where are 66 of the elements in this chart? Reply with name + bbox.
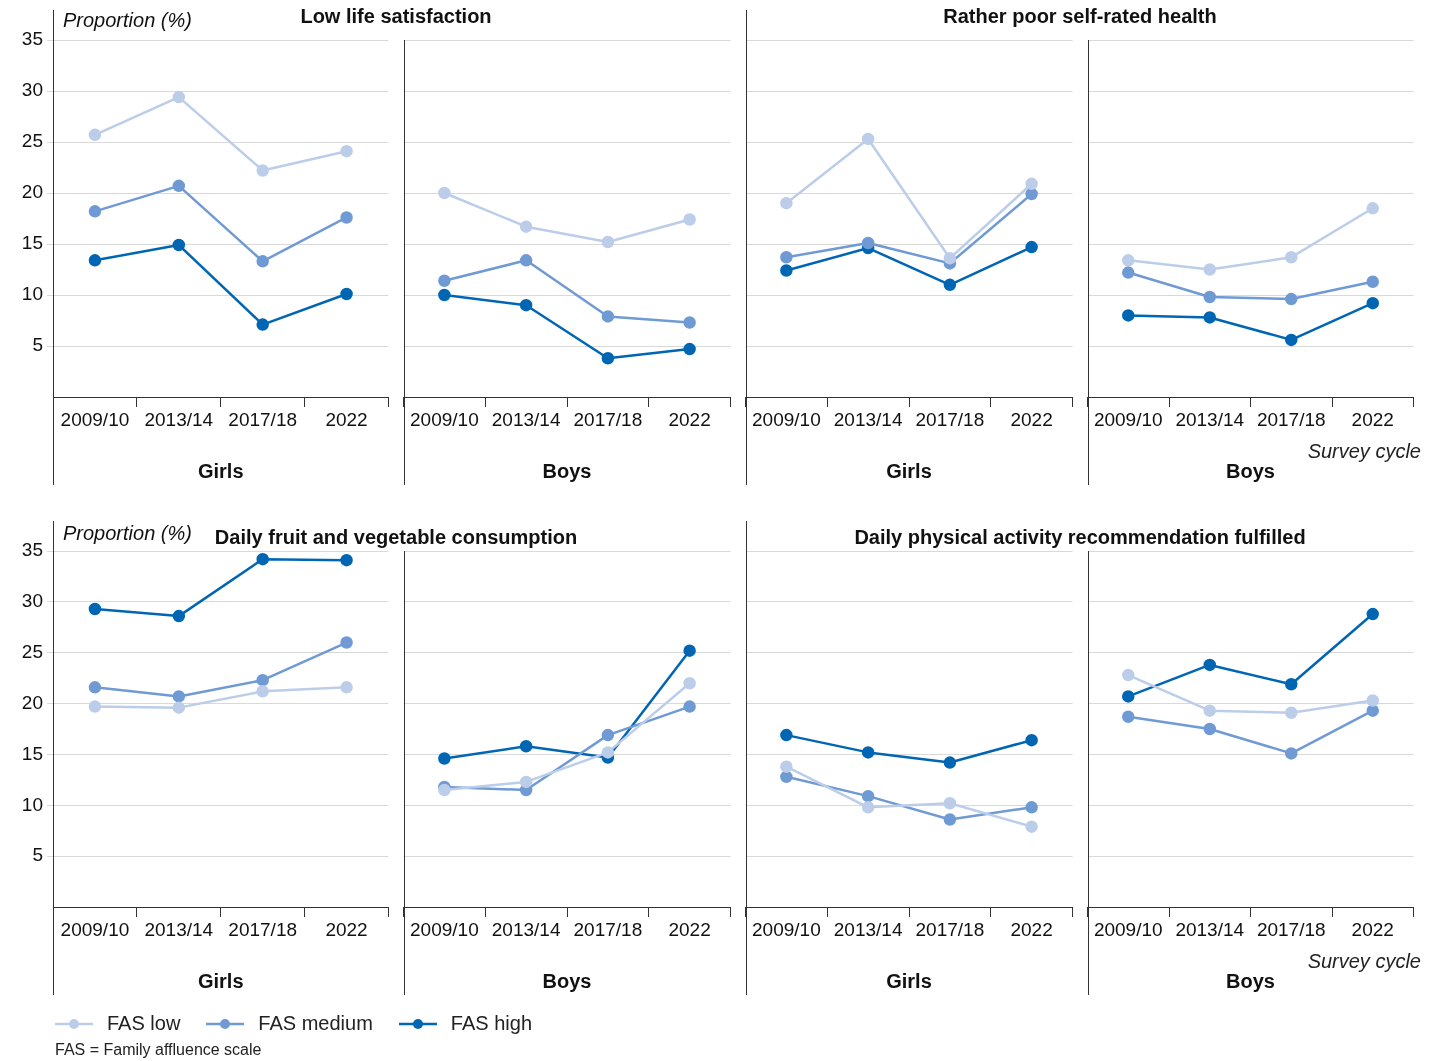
legend-label: FAS medium — [258, 1012, 373, 1035]
chart-title: Rather poor self-rated health — [943, 5, 1217, 28]
x-tick-label: 2009/10 — [60, 918, 130, 940]
x-tick-label: 2017/18 — [573, 918, 643, 940]
legend-label: FAS low — [107, 1012, 181, 1035]
x-axis-title: Girls — [886, 459, 932, 482]
y-tick-label: 5 — [32, 844, 43, 866]
x-tick-label: 2013/14 — [491, 408, 561, 430]
x-tick-label: 2017/18 — [573, 408, 643, 430]
y-tick-label: 5 — [32, 334, 43, 356]
y-tick-label: 20 — [21, 691, 43, 713]
x-tick-label: 2017/18 — [1256, 918, 1326, 940]
x-axis-title: Boys — [1226, 459, 1275, 482]
y-tick-label: 20 — [21, 181, 43, 203]
x-tick-label: 2009/10 — [410, 408, 479, 430]
y-tick-label: 30 — [21, 590, 43, 612]
y-tick-label: 35 — [21, 28, 43, 50]
x-tick-label: 2022 — [668, 918, 711, 940]
x-tick-label: 2022 — [1010, 408, 1053, 430]
x-tick-label: 2009/10 — [60, 408, 130, 430]
x-axis-title: Boys — [1226, 969, 1275, 992]
y-tick-label: 15 — [21, 742, 43, 764]
x-tick-label: 2013/14 — [833, 408, 903, 430]
chart-title: Daily physical activity recommendation fulfilled — [854, 526, 1306, 549]
x-tick-label: 2013/14 — [144, 918, 214, 940]
text: Survey cycle — [1307, 950, 1421, 973]
y-axis-title: Proportion (%) — [63, 9, 192, 32]
x-tick-label: 2013/14 — [833, 918, 903, 940]
x-tick-label: 2017/18 — [1256, 408, 1326, 430]
x-tick-label: 2013/14 — [491, 918, 561, 940]
x-axis-title: Boys — [542, 459, 592, 482]
x-tick-label: 2017/18 — [915, 918, 985, 940]
text: Survey cycle — [1307, 440, 1421, 463]
x-tick-label: 2022 — [1010, 918, 1053, 940]
x-tick-label: 2022 — [325, 918, 368, 940]
x-tick-label: 2017/18 — [228, 408, 298, 430]
legend-label: FAS high — [450, 1012, 533, 1035]
x-tick-label: 2013/14 — [1175, 918, 1245, 940]
x-tick-label: 2022 — [325, 408, 368, 430]
y-tick-label: 35 — [21, 539, 43, 561]
x-tick-label: 2017/18 — [228, 918, 298, 940]
x-tick-label: 2009/10 — [1093, 918, 1163, 940]
x-tick-label: 2009/10 — [752, 918, 821, 940]
x-axis-title: Girls — [886, 969, 932, 992]
chart-title: Low life satisfaction — [300, 5, 492, 28]
text: FAS = Family affluence scale — [55, 1041, 262, 1059]
y-tick-label: 15 — [21, 232, 43, 254]
x-tick-label: 2022 — [668, 408, 711, 430]
y-tick-label: 25 — [21, 640, 43, 662]
y-tick-label: 30 — [21, 79, 43, 101]
x-tick-label: 2009/10 — [1093, 408, 1163, 430]
x-tick-label: 2017/18 — [915, 408, 985, 430]
y-tick-label: 10 — [21, 283, 43, 305]
x-tick-label: 2009/10 — [410, 918, 479, 940]
x-axis-title: Boys — [542, 969, 592, 992]
x-tick-label: 2009/10 — [752, 408, 821, 430]
x-axis-title: Girls — [197, 969, 244, 992]
chart-title: Daily fruit and vegetable consumption — [214, 526, 578, 549]
x-tick-label: 2013/14 — [144, 408, 214, 430]
y-axis-title: Proportion (%) — [63, 522, 192, 545]
x-tick-label: 2022 — [1351, 408, 1394, 430]
x-tick-label: 2022 — [1351, 918, 1394, 940]
x-tick-label: 2013/14 — [1175, 408, 1245, 430]
y-tick-label: 25 — [21, 130, 43, 152]
x-axis-title: Girls — [197, 459, 244, 482]
y-tick-label: 10 — [21, 793, 43, 815]
